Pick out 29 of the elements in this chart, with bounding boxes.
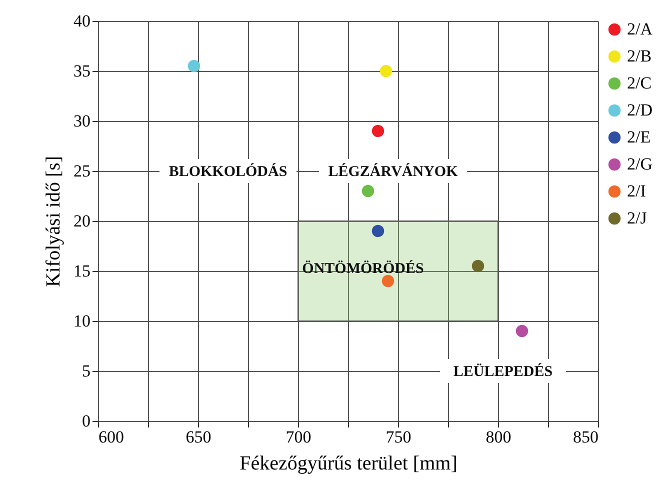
y-tick-label: 15 xyxy=(74,262,90,280)
y-tick-label: 30 xyxy=(74,112,90,130)
x-tick-label: 850 xyxy=(573,428,598,446)
legend-label: 2/C xyxy=(627,74,652,92)
x-tick-label: 800 xyxy=(486,428,512,446)
legend-label: 2/I xyxy=(627,182,646,200)
y-tick-label: 40 xyxy=(74,12,90,30)
legend-label: 2/G xyxy=(627,154,652,174)
legend-label: 2/J xyxy=(627,208,648,228)
y-tick-label: 35 xyxy=(74,62,90,80)
legend-label: 2/A xyxy=(627,20,654,38)
y-axis-title: Kifolyási idő [s] xyxy=(42,156,64,288)
legend-label: 2/B xyxy=(627,46,652,66)
annotation: LÉGZÁRVÁNYOK xyxy=(328,163,458,180)
y-tick-label: 10 xyxy=(74,312,90,330)
legend-label: 2/D xyxy=(627,100,652,120)
y-tick-label: 0 xyxy=(82,412,90,430)
x-tick-label: 700 xyxy=(286,428,312,446)
y-tick-label: 25 xyxy=(74,162,90,180)
x-axis-title: Fékezőgyűrűs terület [mm] xyxy=(240,452,458,474)
x-tick-label: 750 xyxy=(386,428,412,446)
x-tick-label: 600 xyxy=(98,428,124,446)
y-tick-label: 20 xyxy=(74,212,90,230)
annotation: BLOKKOLÓDÁS xyxy=(168,163,288,180)
annotation: LEÜLEPEDÉS xyxy=(453,363,553,380)
y-tick-label: 5 xyxy=(82,362,90,380)
legend-label: 2/E xyxy=(627,128,651,146)
annotation: ÖNTÖMÖRÖDÉS xyxy=(302,260,424,277)
x-tick-label: 650 xyxy=(186,428,212,446)
